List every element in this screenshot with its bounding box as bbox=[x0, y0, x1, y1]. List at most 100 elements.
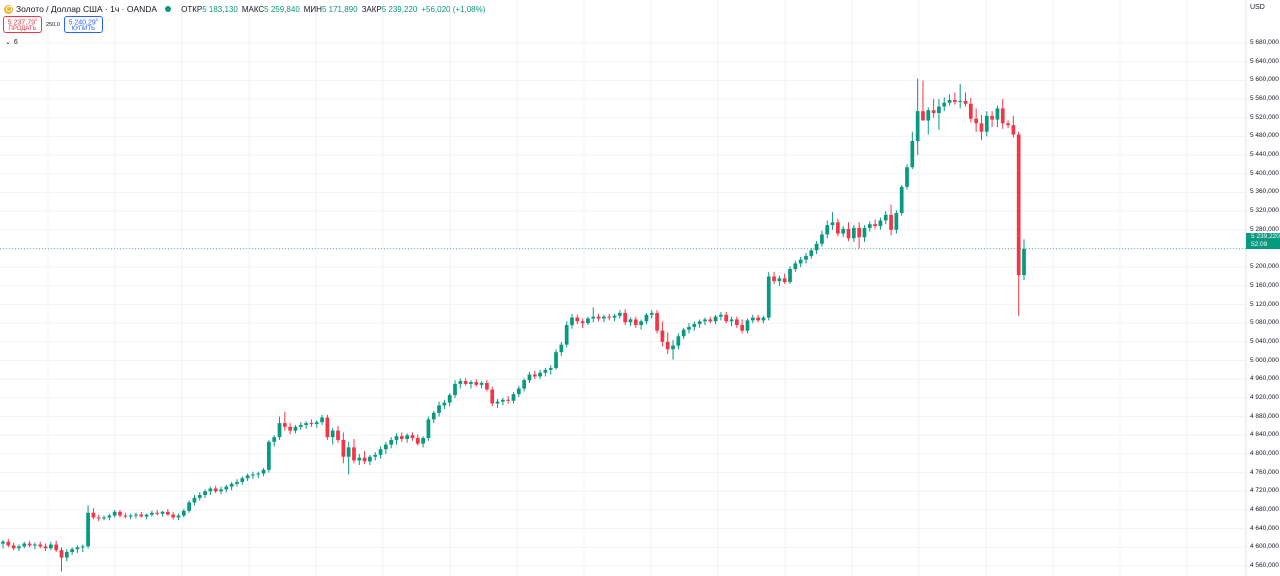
y-tick-label: 5 560,000 bbox=[1250, 95, 1279, 103]
candle bbox=[293, 424, 298, 434]
candle bbox=[208, 486, 213, 496]
candle bbox=[458, 378, 463, 389]
candle-body bbox=[894, 212, 899, 230]
y-tick-label: 4 640,000 bbox=[1250, 524, 1279, 532]
candle bbox=[123, 512, 128, 519]
sell-price: 5 237,79 bbox=[7, 19, 35, 27]
indicators-count: 6 bbox=[13, 38, 18, 46]
candle-body bbox=[873, 224, 877, 227]
candle-body bbox=[453, 383, 457, 396]
candle bbox=[862, 225, 867, 242]
candle bbox=[394, 433, 399, 445]
candle bbox=[820, 230, 824, 247]
candle bbox=[713, 314, 718, 325]
candle-body bbox=[91, 512, 96, 518]
candle bbox=[798, 256, 803, 268]
candle-body bbox=[750, 317, 755, 321]
candle-body bbox=[974, 118, 979, 124]
candle bbox=[793, 260, 798, 272]
candle bbox=[671, 339, 675, 360]
candle bbox=[91, 508, 96, 520]
candle bbox=[942, 97, 947, 112]
candle bbox=[602, 314, 606, 323]
candle bbox=[373, 452, 378, 461]
candle-body bbox=[1, 541, 5, 544]
trade-panel: 5 237,790 ПРОДАТЬ 250,0 5 240,290 КУПИТЬ bbox=[3, 16, 103, 33]
candle-body bbox=[649, 312, 654, 315]
candle-body bbox=[485, 382, 489, 390]
candle-body bbox=[681, 329, 686, 337]
candle-body bbox=[931, 110, 936, 114]
candle bbox=[830, 212, 835, 230]
candle bbox=[474, 379, 479, 387]
candle-body bbox=[320, 417, 324, 423]
candle bbox=[692, 321, 697, 331]
candle bbox=[1, 539, 5, 549]
candle-body bbox=[458, 381, 463, 384]
candle-body bbox=[1011, 125, 1016, 135]
candle bbox=[814, 240, 819, 255]
candle bbox=[362, 451, 367, 465]
candle-body bbox=[814, 243, 819, 251]
candle bbox=[804, 253, 808, 264]
candle bbox=[750, 314, 755, 324]
candle-body bbox=[123, 515, 128, 517]
candle-body bbox=[405, 435, 410, 439]
candle-body bbox=[511, 394, 516, 401]
candle bbox=[17, 544, 21, 552]
candle-body bbox=[633, 319, 638, 326]
candle-body bbox=[394, 436, 399, 440]
y-tick-label: 4 800,000 bbox=[1250, 449, 1279, 457]
candle bbox=[384, 441, 388, 454]
candle bbox=[538, 369, 542, 380]
candle bbox=[639, 319, 643, 330]
candle-body bbox=[219, 489, 223, 492]
candle bbox=[968, 98, 973, 123]
candle-body bbox=[288, 426, 293, 431]
candle bbox=[282, 411, 287, 431]
candle bbox=[984, 111, 989, 137]
candle bbox=[979, 114, 984, 141]
candle-body bbox=[591, 316, 596, 319]
candle bbox=[415, 434, 420, 446]
candle-body bbox=[160, 511, 165, 514]
indicators-toggle[interactable]: ⌄ 6 bbox=[5, 38, 18, 47]
currency-label[interactable]: USD bbox=[1250, 4, 1265, 11]
candle-body bbox=[554, 352, 558, 369]
candle-body bbox=[703, 319, 707, 322]
candle bbox=[522, 378, 526, 392]
y-tick-label: 5 640,000 bbox=[1250, 57, 1279, 65]
candle bbox=[203, 489, 207, 498]
candle-body bbox=[915, 111, 920, 142]
candle-body bbox=[607, 316, 612, 318]
candle-body bbox=[570, 317, 574, 326]
candle-body bbox=[543, 369, 548, 373]
candle-body bbox=[745, 320, 750, 331]
candle-body bbox=[171, 514, 176, 518]
candle bbox=[43, 543, 48, 552]
y-tick-label: 4 560,000 bbox=[1250, 562, 1279, 569]
candle bbox=[107, 513, 112, 521]
symbol-title[interactable]: Золото / Доллар США · 1ч · OANDA bbox=[16, 4, 158, 14]
candle bbox=[160, 510, 165, 517]
candle bbox=[1006, 120, 1010, 128]
candle bbox=[756, 314, 760, 323]
candle-body bbox=[665, 341, 670, 350]
candle bbox=[389, 437, 394, 449]
buy-button[interactable]: 5 240,290 КУПИТЬ bbox=[63, 16, 103, 33]
candle bbox=[165, 509, 170, 516]
candle-body bbox=[128, 515, 133, 517]
y-tick-label: 4 600,000 bbox=[1250, 543, 1279, 551]
candle bbox=[96, 514, 101, 522]
ohlc-low: МИН5 171,890 bbox=[303, 4, 358, 14]
candle bbox=[320, 414, 324, 425]
candle-body bbox=[235, 481, 239, 484]
candle bbox=[649, 310, 654, 319]
candle-body bbox=[33, 544, 37, 546]
candle-body bbox=[197, 495, 202, 498]
candle bbox=[926, 107, 931, 135]
candle bbox=[846, 222, 851, 241]
sell-button[interactable]: 5 237,790 ПРОДАТЬ bbox=[3, 16, 42, 33]
candle bbox=[22, 541, 27, 549]
